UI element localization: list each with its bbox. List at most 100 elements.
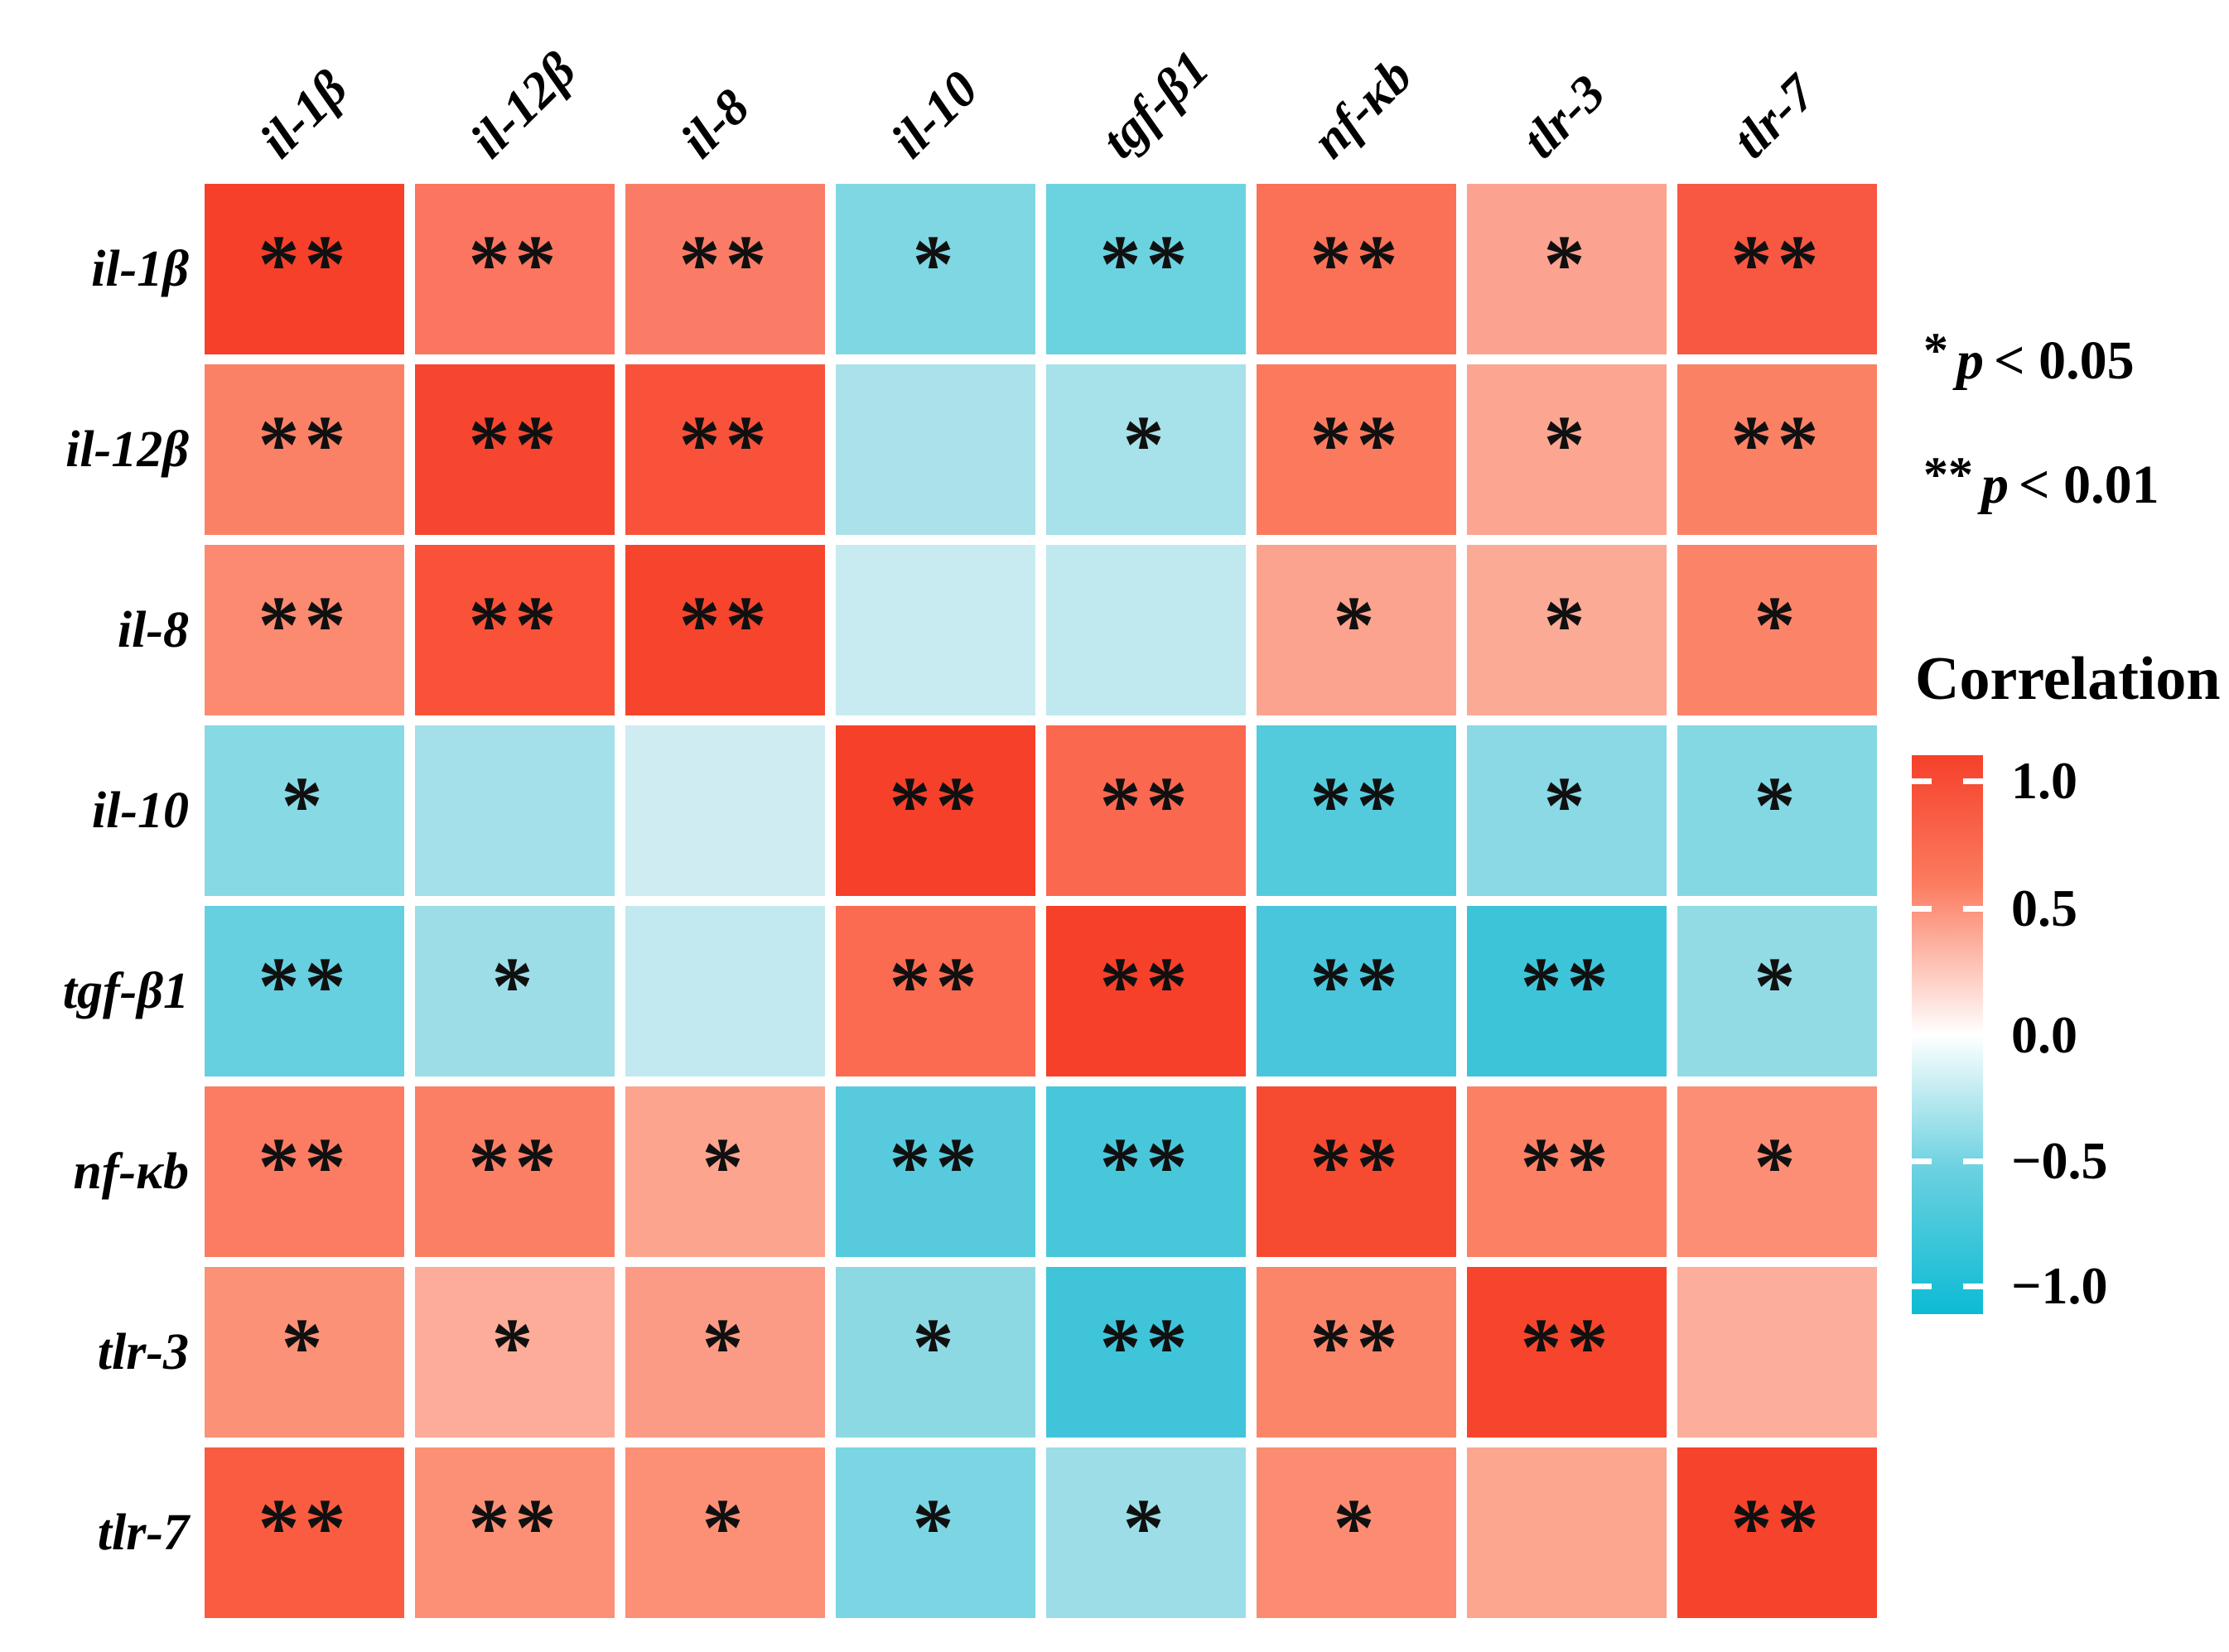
significance-stars: * [1122,1481,1170,1573]
cell-il-10-il-12β [415,725,615,896]
cell-il-1β-tlr-3: * [1467,184,1667,354]
significance-stars: * [281,1301,328,1393]
cell-tlr-7-il-8: * [625,1447,825,1618]
significance-stars: ** [1310,1120,1403,1212]
cell-nf-κb-il-12β: ** [415,1086,615,1257]
significance-stars: * [1754,579,1801,671]
cell-tgf-β1-tlr-3: ** [1467,906,1667,1076]
significance-stars: ** [1310,1301,1403,1393]
significance-stars: * [912,1481,959,1573]
colorbar-tick-right [1963,905,1983,912]
p-threshold: < 0.01 [2019,455,2159,515]
significance-stars: ** [1730,1481,1824,1573]
significance-stars: ** [889,940,982,1032]
significance-stars: ** [258,579,351,671]
significance-stars: * [1543,398,1590,490]
col-label-il-8: il-8 [670,79,761,170]
colorbar-label-−0.5: −0.5 [2011,1131,2108,1191]
significance-stars: ** [678,579,772,671]
col-label-il-12β: il-12β [460,41,587,170]
cell-il-8-tlr-3: * [1467,545,1667,715]
cell-tlr-3-il-10: * [836,1267,1035,1438]
significance-stars: ** [258,940,351,1032]
cell-nf-κb-tgf-β1: ** [1046,1086,1246,1257]
cell-nf-κb-il-10: ** [836,1086,1035,1257]
cell-tlr-7-tlr-3 [1467,1447,1667,1618]
col-label-il-1β: il-1β [249,60,359,170]
cell-tlr-7-il-10: * [836,1447,1035,1618]
cell-il-10-il-10: ** [836,725,1035,896]
row-label-il-12β: il-12β [65,421,189,478]
cell-il-1β-nf-κb: ** [1257,184,1456,354]
cell-il-8-il-8: ** [625,545,825,715]
cell-tlr-7-tgf-β1: * [1046,1447,1246,1618]
significance-stars: ** [1099,1301,1193,1393]
cell-il-12β-il-1β: ** [205,364,404,535]
cell-nf-κb-il-8: * [625,1086,825,1257]
cell-tgf-β1-nf-κb: ** [1257,906,1456,1076]
significance-stars: ** [1099,1120,1193,1212]
colorbar-tick-left [1912,905,1932,912]
cell-tlr-7-il-1β: ** [205,1447,404,1618]
significance-stars: * [1543,759,1590,851]
significance-stars: ** [678,398,772,490]
row-label-il-8: il-8 [117,601,189,658]
row-label-il-10: il-10 [91,782,189,839]
cell-il-8-nf-κb: * [1257,545,1456,715]
cell-tgf-β1-il-12β: * [415,906,615,1076]
cell-tlr-7-nf-κb: * [1257,1447,1456,1618]
significance-stars: * [702,1481,749,1573]
cell-il-12β-il-8: ** [625,364,825,535]
cell-il-12β-il-12β: ** [415,364,615,535]
col-label-tlr-7: tlr-7 [1722,65,1827,170]
cell-il-12β-nf-κb: ** [1257,364,1456,535]
colorbar-label-0.5: 0.5 [2011,878,2077,937]
colorbar-tick-right [1963,778,1983,785]
cell-tgf-β1-tlr-7: * [1677,906,1877,1076]
cell-il-8-tgf-β1 [1046,545,1246,715]
significance-stars: ** [468,398,562,490]
significance-stars: ** [258,1120,351,1212]
significance-stars: * [1122,398,1170,490]
sig-symbol-double-star: ** [1923,447,1973,502]
cell-il-12β-il-10 [836,364,1035,535]
row-label-il-1β: il-1β [91,240,189,297]
cell-nf-κb-nf-κb: ** [1257,1086,1456,1257]
heatmap-grid: ** ** ** * ** ** * ** ** ** ** * ** * ** ** ** ** * * * * ** **… [205,184,1877,1618]
significance-stars: * [912,1301,959,1393]
colorbar-label-1.0: 1.0 [2011,751,2077,811]
significance-stars: * [702,1301,749,1393]
significance-stars: ** [889,1120,982,1212]
significance-stars: * [702,1120,749,1212]
significance-stars: * [1333,1481,1380,1573]
significance-stars: ** [889,759,982,851]
cell-il-1β-il-1β: ** [205,184,404,354]
row-label-tgf-β1: tgf-β1 [62,962,189,1019]
colorbar-tick-left [1912,1158,1932,1165]
colorbar-tick-right [1963,1284,1983,1290]
cell-il-10-tgf-β1: ** [1046,725,1246,896]
significance-stars: * [281,759,328,851]
cell-il-1β-tgf-β1: ** [1046,184,1246,354]
significance-stars: ** [258,218,351,310]
significance-stars: ** [1730,398,1824,490]
cell-il-10-il-1β: * [205,725,404,896]
cell-il-12β-tgf-β1: * [1046,364,1246,535]
colorbar-tick-right [1963,1158,1983,1165]
cell-il-8-il-12β: ** [415,545,615,715]
cell-tlr-7-il-12β: ** [415,1447,615,1618]
significance-stars: ** [468,579,562,671]
significance-stars: * [1754,940,1801,1032]
significance-stars: * [1333,579,1380,671]
significance-stars: * [1543,218,1590,310]
significance-stars: * [912,218,959,310]
colorbar-tick-right [1963,1033,1983,1039]
significance-stars: * [1754,759,1801,851]
significance-stars: ** [1310,759,1403,851]
cell-nf-κb-il-1β: ** [205,1086,404,1257]
significance-stars: ** [468,1481,562,1573]
col-label-tlr-3: tlr-3 [1512,65,1617,170]
colorbar-label-−1.0: −1.0 [2011,1256,2108,1316]
col-label-il-10: il-10 [881,60,989,170]
